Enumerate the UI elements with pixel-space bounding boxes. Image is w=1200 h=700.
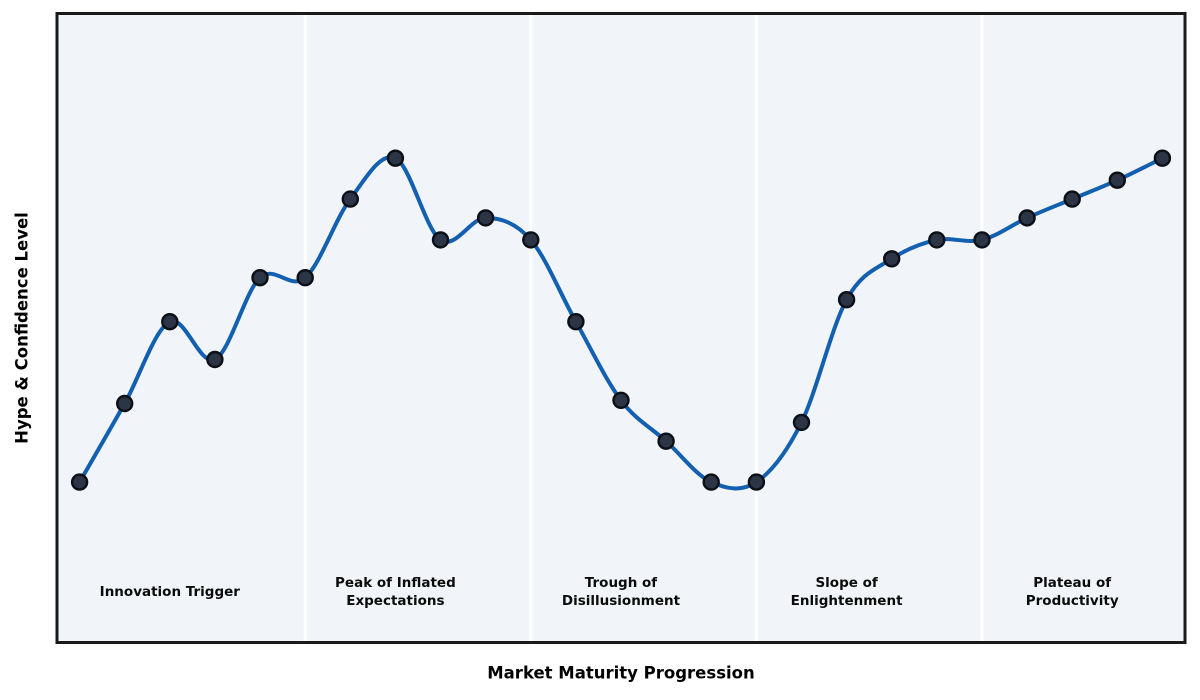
phase-label-peak-of-inflated-expectations: Peak of Inflated Expectations <box>335 574 456 610</box>
data-point-marker <box>251 269 269 287</box>
hype-curve <box>77 155 1165 491</box>
x-axis-label: Market Maturity Progression <box>487 663 755 683</box>
data-point-marker <box>928 231 946 249</box>
data-point-marker <box>702 473 720 491</box>
data-point-marker <box>161 313 179 331</box>
data-point-marker <box>1063 190 1081 208</box>
data-point-marker <box>296 269 314 287</box>
data-point-marker <box>657 432 675 450</box>
data-point-marker <box>837 291 856 309</box>
data-point-marker <box>70 473 89 491</box>
data-point-marker <box>567 313 585 331</box>
phase-label-trough-of-disillusionment: Trough of Disillusionment <box>561 574 681 610</box>
data-point-marker <box>115 394 134 413</box>
data-point-marker <box>747 473 766 491</box>
y-axis-label: Hype & Confidence Level <box>12 212 32 444</box>
data-point-marker <box>476 209 495 227</box>
data-point-marker <box>792 413 811 432</box>
phase-label-slope-of-enlightenment: Slope of Enlightenment <box>790 574 903 610</box>
data-point-marker <box>883 250 901 268</box>
data-point-marker <box>973 231 991 249</box>
chart-frame <box>55 12 1187 644</box>
phase-label-plateau-of-productivity: Plateau of Productivity <box>1025 574 1119 610</box>
data-point-marker <box>206 350 224 369</box>
data-point-marker <box>386 149 405 167</box>
data-point-marker <box>431 231 450 249</box>
data-point-marker <box>1108 171 1127 189</box>
phase-label-innovation-trigger: Innovation Trigger <box>99 584 240 601</box>
data-point-marker <box>612 391 630 409</box>
data-point-marker <box>341 190 359 208</box>
data-point-marker <box>522 231 540 249</box>
plot-background <box>57 13 1185 643</box>
data-point-marker <box>1153 149 1172 167</box>
data-point-marker <box>1018 209 1036 227</box>
